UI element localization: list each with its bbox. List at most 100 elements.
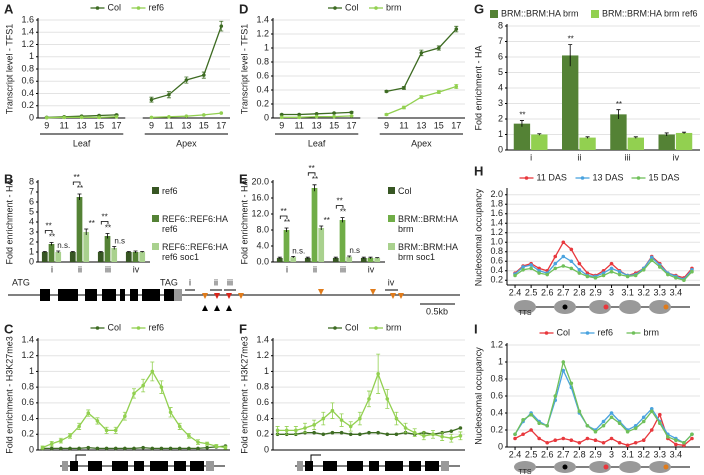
- group-label: Leaf: [308, 138, 326, 148]
- point: [150, 446, 155, 451]
- point: [168, 410, 173, 415]
- point: [569, 259, 574, 264]
- y-tick-label: 1.2: [256, 350, 269, 360]
- point: [113, 446, 118, 451]
- significance: **: [568, 35, 574, 44]
- point: [609, 415, 614, 420]
- x-tick-label: 15: [434, 120, 444, 130]
- error-bar: [682, 131, 687, 134]
- x-tick-label: 17: [451, 120, 461, 130]
- y-tick-label: 2.0: [490, 189, 503, 199]
- bar: [318, 228, 325, 262]
- y-tick-label: 16.0: [251, 192, 269, 202]
- legend-swatch: [524, 176, 529, 180]
- point: [68, 434, 72, 438]
- panel-label: H: [474, 163, 483, 178]
- point: [403, 426, 408, 430]
- legend-label: ref6: [162, 186, 178, 196]
- y-tick-label: 0.2: [21, 100, 34, 110]
- x-tick-label: ii: [78, 264, 82, 274]
- x-tick-label: iii: [340, 264, 346, 274]
- x-tick-label: 2.6: [541, 449, 554, 459]
- legend-label: BRM::BRM:HA brm soc1: [398, 242, 458, 262]
- y-axis-label: Fold enrichment - HA: [473, 45, 483, 130]
- bar: [283, 230, 290, 262]
- point: [585, 274, 590, 279]
- point: [77, 446, 81, 451]
- point: [348, 432, 353, 437]
- x-tick-label: i: [530, 152, 532, 162]
- bracket: [307, 172, 316, 176]
- point: [59, 438, 63, 443]
- point: [521, 432, 525, 437]
- legend-label: brm: [644, 327, 660, 337]
- error-bar: [664, 132, 669, 137]
- point: [284, 428, 289, 433]
- point: [561, 368, 566, 373]
- y-tick-label: 5: [29, 206, 34, 216]
- panel-label: G: [474, 1, 484, 16]
- point: [196, 446, 200, 451]
- x-tick-label: iii: [625, 152, 631, 162]
- point: [49, 446, 54, 451]
- point: [529, 266, 533, 271]
- significance: **: [89, 219, 95, 228]
- point: [633, 426, 638, 431]
- point: [454, 84, 459, 89]
- error-bar: [361, 256, 366, 259]
- y-axis-label: Nucleosomal occupancy: [473, 188, 483, 286]
- point: [384, 112, 389, 117]
- x-tick-label: 2.5: [525, 449, 538, 459]
- bar: [48, 244, 55, 262]
- y-tick-label: 1: [29, 366, 34, 376]
- gene-diagram: [8, 289, 460, 311]
- legend-swatch: [388, 215, 395, 222]
- y-tick-label: 4: [498, 82, 503, 92]
- bracket-label: **: [281, 207, 287, 216]
- legend-label: ref6: [149, 322, 165, 332]
- x-tick-label: 3.3: [654, 287, 667, 297]
- point: [521, 265, 525, 269]
- point: [649, 258, 654, 263]
- point: [674, 276, 678, 280]
- bar: [111, 248, 118, 262]
- bracket-label: **: [309, 164, 315, 173]
- bar: [83, 232, 90, 262]
- legend-label: REF6::REF6:HA ref6: [162, 214, 228, 234]
- point: [349, 114, 354, 118]
- y-tick-label: 0: [264, 112, 269, 122]
- point: [419, 51, 424, 55]
- y-tick-label: 1.4: [21, 334, 34, 344]
- error-bar: [133, 250, 138, 253]
- point: [569, 381, 574, 386]
- y-axis-label: Fold enrichment - HA: [239, 179, 249, 264]
- bar: [132, 252, 139, 262]
- point: [187, 434, 191, 438]
- x-tick-label: iv: [133, 264, 140, 274]
- bar: [332, 258, 339, 262]
- point: [202, 113, 206, 117]
- point: [279, 115, 284, 120]
- x-tick-label: 2.7: [557, 449, 570, 459]
- point: [690, 269, 694, 274]
- point: [159, 446, 164, 451]
- legend-entry: BRM::BRM:HA brm soc1: [388, 242, 468, 262]
- point: [312, 423, 316, 427]
- nucleosome-diagram: [514, 300, 690, 473]
- point: [682, 443, 686, 448]
- point: [529, 428, 533, 432]
- error-bar: [585, 136, 590, 139]
- point: [187, 446, 191, 451]
- point: [431, 432, 435, 437]
- y-tick-label: 0.8: [21, 63, 34, 73]
- error-bar: [616, 109, 621, 119]
- legend-swatch: [585, 331, 590, 335]
- tts-label: TTS: [518, 310, 532, 317]
- point: [219, 111, 224, 115]
- point: [349, 110, 354, 115]
- point: [297, 115, 301, 120]
- legend-swatch: [95, 6, 100, 10]
- significance: **: [49, 233, 55, 242]
- point: [666, 272, 670, 277]
- legend-label: brm: [386, 2, 402, 12]
